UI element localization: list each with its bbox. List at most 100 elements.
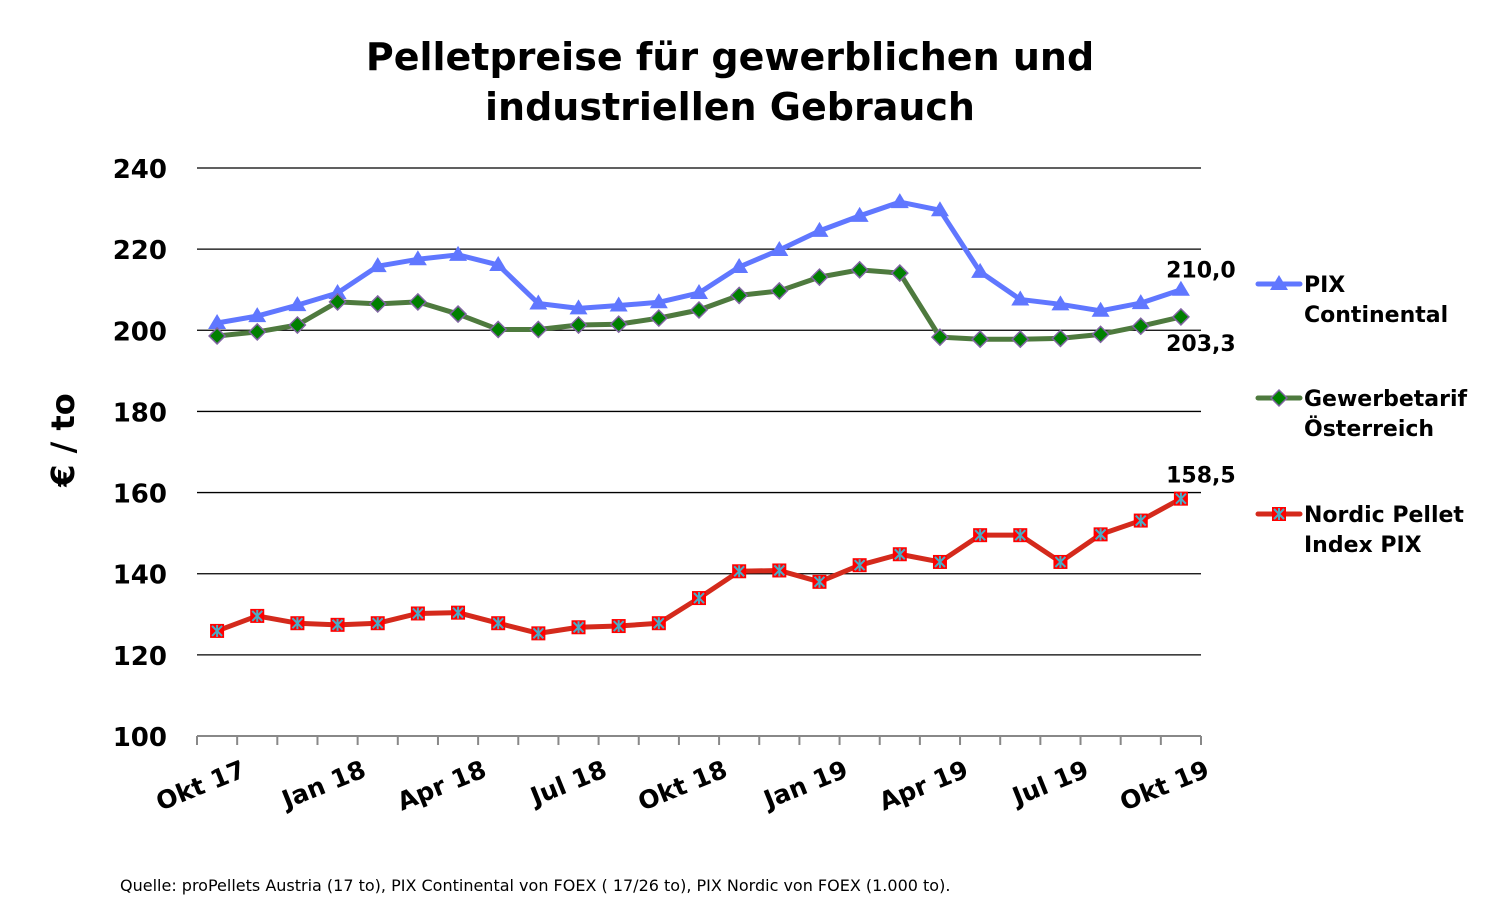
chart-title-line-2: industriellen Gebrauch (485, 85, 975, 129)
marker-asterisk (1135, 514, 1147, 527)
marker-diamond (248, 322, 267, 341)
data-point (571, 620, 586, 635)
marker-diamond (569, 315, 588, 335)
marker-diamond (850, 260, 869, 279)
data-point (1051, 329, 1070, 348)
marker-diamond (689, 300, 709, 320)
marker-asterisk (974, 529, 986, 542)
marker-asterisk (572, 621, 585, 634)
y-tick-label: 220 (113, 236, 167, 266)
marker-triangle (408, 250, 427, 266)
data-point (529, 320, 548, 339)
marker-asterisk (532, 627, 545, 640)
data-point (449, 245, 468, 261)
y-axis-label: € / to (44, 393, 82, 488)
marker-asterisk (251, 609, 263, 622)
marker-asterisk (1094, 528, 1107, 541)
data-point (1171, 307, 1190, 326)
data-point (1013, 528, 1028, 543)
data-point (368, 257, 387, 273)
legend-label: Österreich (1304, 416, 1434, 442)
data-point (812, 574, 827, 589)
marker-diamond (1051, 329, 1070, 348)
marker-triangle (730, 257, 749, 273)
marker-asterisk (693, 592, 705, 605)
marker-asterisk (1054, 555, 1067, 568)
marker-triangle (649, 293, 668, 309)
series-group (208, 193, 1190, 641)
marker-triangle (368, 257, 387, 273)
marker-triangle (770, 240, 789, 256)
marker-asterisk (1014, 529, 1026, 542)
data-point (892, 547, 907, 562)
data-point (971, 262, 990, 278)
data-point (732, 564, 747, 579)
data-point (330, 617, 345, 632)
data-point (852, 558, 867, 573)
data-point (932, 554, 947, 569)
marker-triangle (449, 245, 468, 261)
data-point (1171, 280, 1190, 296)
data-point (451, 605, 466, 620)
x-tick-label: Okt 17 (152, 755, 249, 817)
y-tick-label: 200 (113, 317, 167, 347)
source-note: Quelle: proPellets Austria (17 to), PIX … (120, 876, 951, 895)
legend-item-0: PIX Continental (1255, 273, 1448, 328)
data-point (370, 616, 385, 631)
series-1 (208, 260, 1190, 349)
marker-asterisk (1273, 508, 1285, 520)
data-point (770, 281, 789, 300)
marker-diamond (1171, 307, 1190, 326)
chart-title-line-1: Pelletpreise für gewerblichen und (366, 35, 1094, 79)
marker-diamond (890, 264, 909, 283)
y-tick-label: 240 (113, 155, 167, 185)
data-label: 203,3 (1166, 332, 1236, 357)
marker-diamond (810, 268, 829, 287)
series-line (216, 496, 1183, 636)
marker-triangle (810, 221, 829, 237)
marker-asterisk (291, 617, 304, 630)
x-tick-label: Apr 18 (393, 755, 490, 817)
marker-triangle (609, 296, 628, 312)
y-tick-label: 120 (113, 642, 167, 672)
legend-item-2: Nordic Pellet Index PIX (1255, 503, 1464, 558)
data-point (649, 309, 668, 328)
data-point (1131, 294, 1150, 310)
data-point (649, 293, 668, 309)
data-point (930, 328, 950, 347)
data-point (408, 292, 427, 311)
marker-triangle (569, 299, 588, 315)
marker-diamond (1091, 325, 1110, 344)
marker-asterisk (733, 565, 745, 578)
marker-asterisk (653, 617, 665, 630)
marker-triangle (971, 262, 990, 278)
marker-triangle (930, 201, 949, 217)
data-point (890, 193, 909, 209)
marker-asterisk (331, 618, 344, 631)
data-point (973, 528, 988, 543)
legend: PIX Continental Gewerbetarif Österreich Nord… (1255, 273, 1467, 558)
marker-diamond (368, 294, 387, 313)
data-point (569, 299, 588, 315)
marker-diamond (208, 326, 227, 346)
legend-label: PIX (1304, 273, 1345, 298)
data-point (489, 255, 508, 271)
series-2 (210, 491, 1188, 641)
data-point (692, 591, 706, 606)
data-point (1091, 301, 1110, 317)
marker-asterisk (853, 559, 866, 572)
data-point (651, 616, 666, 631)
marker-triangle (1051, 295, 1070, 311)
data-labels: 210,0 203,3 158,5 (1166, 259, 1236, 489)
x-tick-label: Jul 18 (525, 755, 611, 812)
marker-asterisk (372, 617, 384, 630)
marker-asterisk (211, 624, 223, 637)
marker-asterisk (934, 555, 946, 568)
data-point (890, 264, 909, 283)
data-point (208, 326, 227, 346)
marker-triangle (850, 206, 869, 222)
data-point (408, 250, 427, 266)
marker-triangle (1131, 294, 1150, 310)
marker-asterisk (894, 548, 906, 561)
x-axis (196, 735, 1202, 745)
